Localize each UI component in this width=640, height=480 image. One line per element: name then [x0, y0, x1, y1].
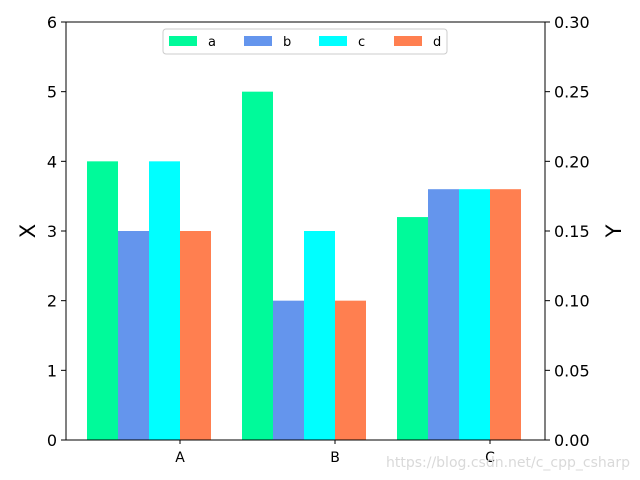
right-tick-label: 0.25 — [554, 83, 590, 102]
legend-label-c: c — [358, 35, 365, 50]
left-tick-label: 2 — [47, 292, 57, 311]
right-tick-label: 0.05 — [554, 361, 590, 380]
x-tick-label: B — [330, 450, 340, 466]
right-axis-title: Y — [602, 224, 626, 238]
bar-c-B — [304, 231, 335, 440]
bar-d-A — [180, 231, 211, 440]
legend: a b c d — [162, 28, 448, 55]
right-tick-label: 0.00 — [554, 431, 590, 450]
left-tick-label: 3 — [47, 222, 57, 241]
legend-box — [162, 28, 448, 55]
legend-swatch-d — [394, 36, 422, 46]
bar-a-B — [242, 91, 273, 441]
left-axis-title: X — [16, 224, 40, 238]
bar-c-C — [459, 189, 490, 440]
bar-d-C — [490, 189, 521, 440]
right-tick-label: 0.20 — [554, 152, 590, 171]
x-axis: A B C — [175, 440, 495, 466]
legend-swatch-c — [319, 36, 347, 46]
legend-label-d: d — [433, 35, 441, 50]
right-axis: 0.00 0.05 0.10 0.15 0.20 0.25 0.30 — [545, 13, 590, 450]
right-tick-label: 0.10 — [554, 292, 590, 311]
bar-b-B — [273, 300, 304, 440]
bar-b-A — [118, 231, 149, 440]
watermark-text: https://blog.csdn.net/c_cpp_csharp — [386, 455, 630, 471]
x-tick-label: A — [175, 450, 185, 466]
left-axis: 0 1 2 3 4 5 6 — [47, 13, 66, 450]
legend-label-b: b — [283, 35, 291, 50]
legend-label-a: a — [208, 35, 216, 50]
left-tick-label: 4 — [47, 152, 57, 171]
left-tick-label: 5 — [47, 83, 57, 102]
bar-c-A — [149, 161, 180, 441]
bar-b-C — [428, 189, 459, 440]
bar-a-A — [87, 161, 118, 441]
x-tick-label: C — [485, 450, 495, 466]
legend-swatch-a — [169, 36, 197, 46]
bar-a-C — [397, 217, 428, 440]
right-tick-label: 0.15 — [554, 222, 590, 241]
bar-d-B — [335, 300, 366, 440]
bars-group — [87, 91, 521, 441]
left-tick-label: 0 — [47, 431, 57, 450]
right-tick-label: 0.30 — [554, 13, 590, 32]
legend-swatch-b — [244, 36, 272, 46]
left-tick-label: 6 — [47, 13, 57, 32]
left-tick-label: 1 — [47, 361, 57, 380]
